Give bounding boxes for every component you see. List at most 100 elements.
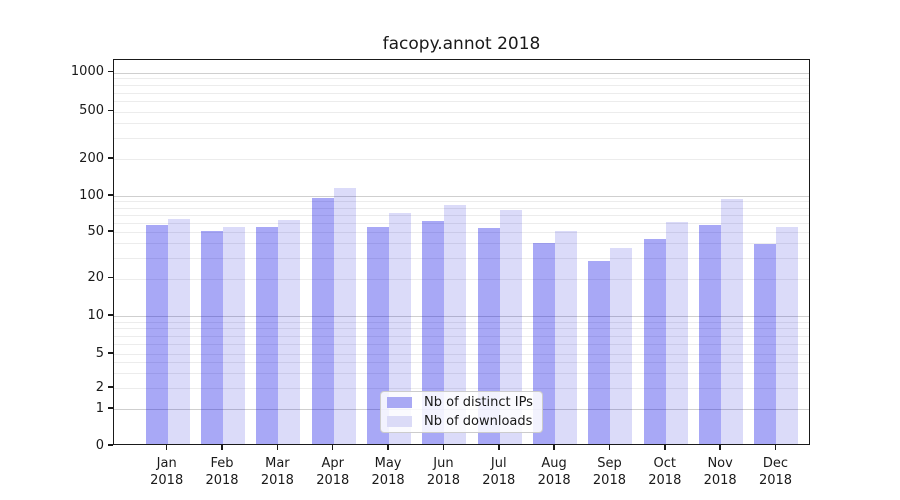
y-tick: [108, 407, 113, 409]
y-tick: [108, 386, 113, 388]
y-tick-label: 5: [95, 345, 104, 361]
gridline-major: [114, 316, 809, 317]
gridline-minor: [114, 372, 809, 374]
gridline-minor: [114, 137, 809, 139]
gridline-major: [114, 72, 809, 74]
bar-downloads-oct: [665, 222, 688, 444]
x-tick-label-jan: Jan 2018: [132, 455, 202, 489]
legend-swatch-downloads: [387, 416, 412, 427]
x-tick: [719, 445, 721, 450]
plot-area: [113, 59, 810, 445]
x-tick-year: 2018: [205, 473, 239, 488]
y-tick: [108, 157, 113, 159]
bar-distinct-ips-jun: [422, 221, 445, 444]
legend-row-downloads: Nb of downloads: [387, 413, 542, 429]
legend-swatch-distinct-ips: [387, 397, 412, 408]
x-tick: [774, 445, 777, 450]
bar-distinct-ips-sep: [588, 261, 611, 444]
gridline-minor: [114, 278, 809, 280]
y-tick: [108, 109, 113, 112]
y-tick-label: 2: [95, 379, 104, 395]
y-tick: [108, 276, 113, 279]
y-tick: [108, 314, 113, 316]
gridline-minor: [114, 335, 809, 337]
y-tick-label: 0: [95, 437, 104, 453]
x-tick-year: 2018: [426, 473, 460, 488]
x-tick-label-oct: Oct 2018: [630, 455, 700, 489]
bar-downloads-apr: [333, 187, 356, 444]
y-tick: [108, 444, 113, 446]
bar-distinct-ips-dec: [754, 243, 777, 444]
x-tick: [165, 445, 168, 450]
bar-distinct-ips-feb: [201, 231, 224, 444]
gridline-minor: [114, 388, 809, 389]
x-tick-year: 2018: [758, 473, 793, 488]
x-tick-label-jul: Jul 2018: [464, 455, 534, 489]
gridline-minor: [114, 362, 809, 364]
bar-downloads-mar: [278, 219, 301, 444]
y-tick-label: 200: [79, 150, 104, 166]
x-tick-label-may: May 2018: [353, 455, 423, 489]
x-tick-year: 2018: [316, 473, 350, 488]
bar-distinct-ips-mar: [256, 226, 279, 444]
x-tick-label-mar: Mar 2018: [242, 455, 312, 489]
x-tick-year: 2018: [703, 473, 737, 488]
x-tick: [442, 445, 445, 450]
bar-downloads-sep: [610, 248, 633, 444]
gridline-minor: [114, 101, 809, 103]
y-tick-label: 100: [79, 187, 104, 203]
x-tick-label-feb: Feb 2018: [187, 455, 257, 489]
bar-downloads-jun: [444, 204, 467, 444]
gridline-minor: [114, 257, 809, 259]
x-tick-label-dec: Dec 2018: [740, 455, 810, 489]
legend-label-distinct-ips: Nb of distinct IPs: [424, 394, 533, 410]
bar-downloads-jan: [167, 218, 190, 444]
bar-downloads-jul: [499, 210, 522, 444]
legend-label-downloads: Nb of downloads: [424, 413, 533, 429]
gridline-major: [114, 196, 809, 197]
gridline-minor: [114, 207, 809, 209]
bar-downloads-feb: [223, 226, 246, 444]
x-tick: [664, 445, 666, 450]
gridline-minor: [114, 328, 809, 330]
y-tick-label: 500: [79, 103, 104, 118]
bar-distinct-ips-nov: [699, 225, 722, 444]
x-tick: [276, 445, 279, 450]
x-tick-label-sep: Sep 2018: [574, 455, 644, 489]
y-tick: [108, 194, 113, 196]
x-tick-label-nov: Nov 2018: [685, 455, 755, 489]
x-tick-year: 2018: [260, 473, 294, 488]
gridline-minor: [114, 344, 809, 345]
x-tick: [498, 445, 500, 450]
x-tick-label-apr: Apr 2018: [298, 455, 368, 489]
x-tick-year: 2018: [592, 473, 626, 488]
y-tick: [108, 352, 113, 354]
y-tick: [108, 70, 113, 73]
y-tick-label: 1: [95, 400, 104, 416]
bar-distinct-ips-oct: [643, 238, 666, 444]
x-tick-year: 2018: [482, 473, 516, 488]
x-tick-year: 2018: [648, 473, 682, 488]
x-tick-year: 2018: [537, 473, 571, 488]
x-tick-year: 2018: [371, 473, 405, 488]
gridline-minor: [114, 123, 809, 125]
y-tick-label: 20: [87, 270, 104, 285]
bar-distinct-ips-may: [367, 226, 390, 444]
gridline-minor: [114, 111, 809, 113]
y-tick-label: 1000: [70, 64, 104, 79]
gridline-minor: [114, 243, 809, 245]
y-tick: [108, 230, 113, 232]
bar-downloads-aug: [555, 231, 578, 444]
gridline-minor: [114, 92, 809, 94]
bar-downloads-dec: [776, 226, 799, 444]
bar-distinct-ips-apr: [311, 198, 334, 444]
x-tick: [387, 445, 389, 450]
y-tick-label: 10: [87, 307, 104, 323]
legend-row-distinct-ips: Nb of distinct IPs: [387, 394, 542, 410]
bar-distinct-ips-jul: [477, 227, 500, 444]
gridline-minor: [114, 354, 809, 355]
x-tick-label-aug: Aug 2018: [519, 455, 589, 489]
gridline-minor: [114, 85, 809, 87]
legend: Nb of distinct IPs Nb of downloads: [380, 391, 543, 433]
